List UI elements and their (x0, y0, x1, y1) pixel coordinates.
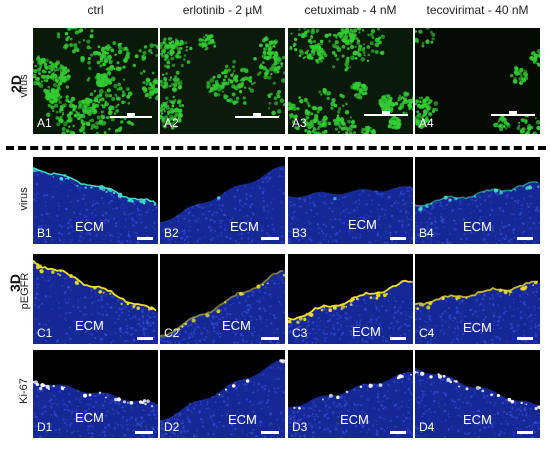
ecm-label: ECM (222, 318, 251, 333)
panel-c4: ECM C4 (415, 254, 540, 344)
panel-d4: ECM D4 (415, 350, 540, 438)
panel-label: C4 (419, 326, 435, 340)
scale-bar (390, 237, 406, 240)
scale-bar (517, 337, 533, 340)
panel-b1: ECM B1 (33, 157, 158, 244)
panel-label: C1 (37, 326, 53, 340)
panel-label: D1 (37, 420, 53, 434)
panel-a2: A2 (160, 28, 285, 134)
tissue-section (415, 181, 540, 244)
panel-label: D4 (419, 420, 435, 434)
ecm-label: ECM (75, 219, 104, 234)
scale-bar (517, 237, 533, 240)
tissue-section (33, 167, 158, 244)
gfp-plaques (415, 28, 540, 134)
panel-label: B1 (37, 226, 52, 240)
dashed-divider (6, 146, 546, 150)
tissue-section (288, 371, 413, 438)
panel-a3: A3 (288, 28, 413, 134)
ecm-label: ECM (463, 320, 492, 335)
column-title-erlotinib: erlotinib - 2 µM (182, 3, 263, 17)
panel-label: B2 (164, 226, 179, 240)
tissue-section (288, 279, 413, 344)
scale-bar (517, 431, 533, 434)
panel-b2: ECM B2 (160, 157, 285, 244)
panel-label: C3 (292, 326, 308, 340)
panel-label: A1 (37, 116, 52, 130)
panel-d2: ECM D2 (160, 350, 285, 438)
column-title-cetuximab: cetuximab - 4 nM (304, 3, 397, 17)
ecm-label: ECM (348, 217, 377, 232)
scale-bar (135, 431, 153, 434)
scale-bar (137, 237, 153, 240)
panel-c1: ECM C1 (33, 254, 158, 344)
panel-label: A4 (419, 116, 434, 130)
scale-bar (261, 337, 279, 340)
scale-bar (235, 113, 279, 118)
panel-b4: ECM B4 (415, 157, 540, 244)
row-label-a-virus: virus (18, 74, 30, 98)
panel-label: B4 (419, 226, 434, 240)
panel-c3: ECM C3 (288, 254, 413, 344)
column-title-ctrl: ctrl (87, 3, 104, 17)
scale-bar (390, 337, 406, 340)
panel-b3: ECM B3 (288, 157, 413, 244)
tissue-section (415, 280, 540, 344)
tissue-section (160, 358, 285, 438)
ecm-label: ECM (75, 318, 104, 333)
scale-bar (110, 113, 152, 118)
ecm-label: ECM (75, 410, 104, 425)
ecm-label: ECM (228, 412, 257, 427)
column-title-tecovirimat: tecovirimat - 40 nM (426, 3, 529, 17)
ecm-label: ECM (352, 324, 381, 339)
scale-bar (390, 431, 406, 434)
tissue-section (415, 367, 540, 438)
panel-label: C2 (164, 326, 180, 340)
panel-label: D2 (164, 420, 180, 434)
scale-bar (364, 111, 408, 116)
gfp-plaques (33, 28, 158, 134)
ecm-label: ECM (463, 412, 492, 427)
panel-a4: A4 (415, 28, 540, 134)
ecm-label: ECM (340, 412, 369, 427)
panel-c2: ECM C2 (160, 254, 285, 344)
panel-label: D3 (292, 420, 308, 434)
scale-bar (261, 431, 279, 434)
ecm-label: ECM (463, 219, 492, 234)
row-label-c-pegfr: pEGFR (19, 272, 31, 310)
panel-a1: A1 (33, 28, 158, 134)
panel-d1: ECM D1 (33, 350, 158, 438)
ecm-label: ECM (230, 219, 259, 234)
panel-label: A3 (292, 116, 307, 130)
panel-label: B3 (292, 226, 307, 240)
scale-bar (261, 237, 279, 240)
gfp-plaques (160, 34, 285, 130)
scale-bar (491, 111, 535, 116)
panel-label: A2 (164, 116, 179, 130)
tissue-section (33, 380, 158, 438)
panel-d3: ECM D3 (288, 350, 413, 438)
gfp-plaques (288, 28, 413, 134)
tissue-section (288, 184, 413, 244)
tissue-section (160, 165, 285, 244)
scale-bar (137, 337, 153, 340)
row-label-b-virus: virus (18, 187, 30, 211)
row-label-d-ki67: Ki-67 (18, 378, 30, 404)
tissue-section (160, 269, 285, 344)
tissue-section (33, 259, 158, 344)
